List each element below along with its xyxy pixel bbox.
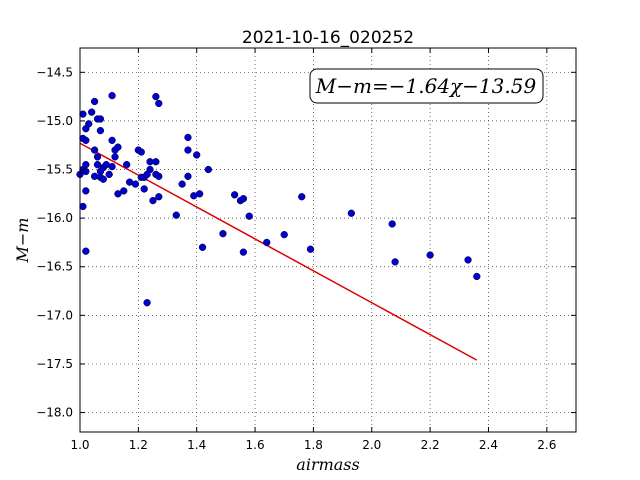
data-point <box>140 185 148 193</box>
data-point <box>219 230 227 238</box>
data-point <box>79 110 87 118</box>
data-points <box>76 91 481 307</box>
data-point <box>114 190 122 198</box>
x-tick-label: 2.2 <box>421 438 440 452</box>
data-point <box>347 209 355 217</box>
fit-equation: M−m=−1.64χ−13.59 <box>315 74 537 98</box>
data-point <box>79 202 87 211</box>
data-point <box>152 158 160 166</box>
data-point <box>108 91 116 100</box>
data-point <box>195 190 204 198</box>
data-point <box>90 97 99 106</box>
x-tick-label: 1.2 <box>129 438 148 452</box>
data-point <box>96 126 105 135</box>
data-point <box>184 172 192 180</box>
data-point <box>149 196 157 205</box>
data-point <box>184 133 192 142</box>
data-point <box>178 180 186 188</box>
y-tick-label: −18.0 <box>36 406 73 420</box>
x-tick-label: 1.8 <box>304 438 323 452</box>
data-point <box>464 256 472 264</box>
data-point <box>93 153 102 161</box>
data-point <box>245 212 253 220</box>
data-point <box>388 220 396 228</box>
data-point <box>108 136 116 145</box>
data-point <box>172 211 180 219</box>
plot-frame <box>79 47 577 433</box>
y-tick-label: −17.5 <box>36 357 73 371</box>
data-point <box>280 231 288 239</box>
data-point <box>93 161 102 169</box>
data-point <box>82 136 90 145</box>
data-point <box>184 146 192 154</box>
data-point <box>108 162 116 171</box>
y-axis-label: M−m <box>13 218 32 264</box>
data-point <box>131 180 140 188</box>
data-point <box>105 170 113 179</box>
data-point <box>88 108 96 116</box>
data-point <box>96 115 105 123</box>
data-point <box>146 165 154 174</box>
data-point <box>198 243 207 251</box>
data-point <box>99 175 107 183</box>
data-point <box>391 258 399 266</box>
fit-annotation: M−m=−1.64χ−13.59 <box>309 68 544 104</box>
data-point <box>152 92 160 101</box>
data-point <box>137 148 145 156</box>
data-point <box>155 172 163 180</box>
x-tick-label: 1.0 <box>70 438 89 452</box>
x-tick-label: 2.4 <box>479 438 498 452</box>
data-point <box>230 191 239 199</box>
data-point <box>82 187 90 195</box>
axis-ticks: 1.0 1.2 1.4 1.6 1.8 2.0 2.2 2.4 2.6 −14.5 −15.0 −15… <box>36 48 576 452</box>
data-point <box>263 238 271 247</box>
data-point <box>111 153 119 161</box>
data-point <box>114 143 122 151</box>
y-tick-label: −14.5 <box>36 65 73 79</box>
chart-title: 2021-10-16_020252 <box>242 28 414 48</box>
x-tick-label: 2.0 <box>362 438 381 452</box>
x-tick-label: 2.6 <box>537 438 556 452</box>
data-point <box>155 99 163 108</box>
y-tick-label: −15.5 <box>36 163 73 177</box>
y-tick-label: −17.0 <box>36 308 73 322</box>
annotation-box <box>309 68 544 104</box>
data-point <box>143 299 151 307</box>
x-tick-label: 1.4 <box>187 438 206 452</box>
data-point <box>82 125 90 133</box>
y-tick-label: −16.0 <box>36 211 73 225</box>
data-point <box>426 251 434 259</box>
data-point <box>82 247 90 255</box>
data-point <box>239 195 248 203</box>
data-point <box>473 272 481 281</box>
data-point <box>193 151 201 159</box>
y-tick-label: −15.0 <box>36 114 73 128</box>
data-point <box>120 187 128 195</box>
data-point <box>155 193 163 201</box>
data-point <box>306 245 315 253</box>
data-point <box>90 146 99 154</box>
y-tick-label: −16.5 <box>36 260 73 274</box>
data-point <box>298 193 306 201</box>
x-axis-label: airmass <box>296 455 359 474</box>
data-point <box>204 165 213 174</box>
x-tick-label: 1.6 <box>246 438 265 452</box>
data-point <box>239 248 248 256</box>
data-point <box>123 161 131 169</box>
